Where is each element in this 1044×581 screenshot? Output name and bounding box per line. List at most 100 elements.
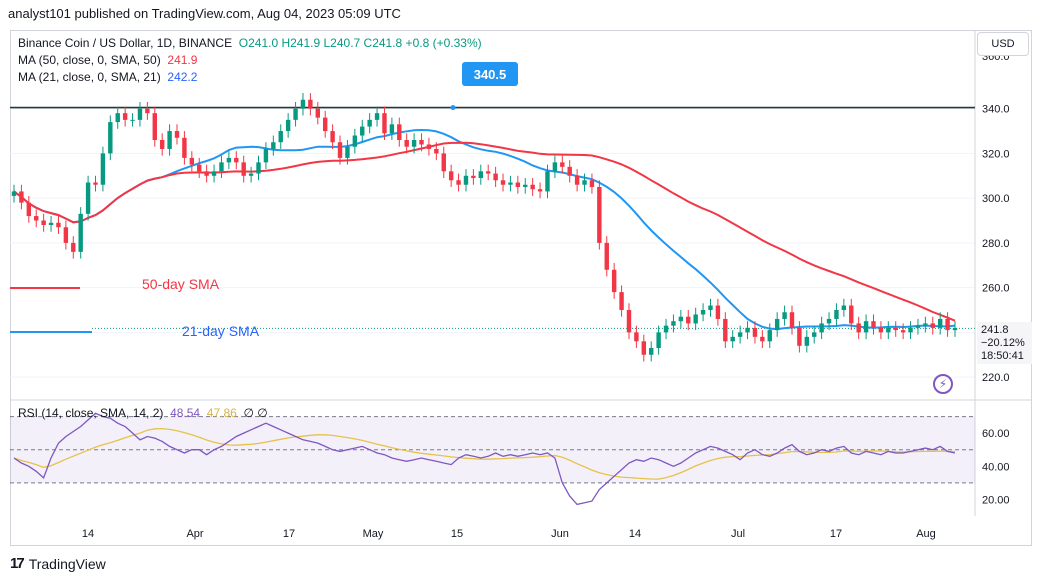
candle-body <box>100 153 106 185</box>
candle-body <box>271 142 276 149</box>
candle-body <box>663 325 669 333</box>
candle-body <box>856 323 861 333</box>
price-tick-label: 300.0 <box>982 193 1010 205</box>
candle-body <box>619 292 624 310</box>
moving-averages <box>13 128 956 331</box>
candle-body <box>167 131 172 149</box>
candle-body <box>923 323 928 326</box>
candle-body <box>285 119 291 132</box>
logo-text: TradingView <box>28 555 106 572</box>
candle-body <box>767 330 772 342</box>
candle-body <box>611 269 617 293</box>
rsi-value: 48.54 <box>170 406 201 420</box>
time-tick-label: Apr <box>186 528 203 540</box>
candle-body <box>322 117 328 132</box>
candle-body <box>337 142 343 158</box>
time-tick-label: 15 <box>451 528 463 540</box>
candle-body <box>841 305 847 310</box>
candle-body <box>34 216 39 221</box>
candle-body <box>404 140 409 147</box>
candle-body <box>530 184 535 190</box>
rsi-ma-value: 47.86 <box>206 406 237 420</box>
candle-body <box>678 316 684 322</box>
tradingview-logo[interactable]: 17 TradingView <box>10 555 106 572</box>
candle-body <box>219 162 224 172</box>
bar-timer: 18:50:41 <box>981 350 1024 362</box>
rsi-tick-label: 60.00 <box>982 428 1010 440</box>
candle-body <box>574 175 580 185</box>
candle-body <box>211 171 217 176</box>
candle-body <box>737 332 743 337</box>
candle-body <box>604 242 609 270</box>
candle-body <box>130 119 135 121</box>
candle-body <box>900 330 906 333</box>
candle-body <box>367 119 372 127</box>
ma21-label: MA (21, close, 0, SMA, 21) <box>18 70 161 84</box>
price-tick-label: 320.0 <box>982 148 1010 160</box>
candle-body <box>419 140 424 145</box>
currency-button[interactable]: USD <box>977 32 1029 56</box>
candle-body <box>819 323 824 333</box>
candle-body <box>174 131 180 138</box>
candle-body <box>248 173 254 176</box>
time-tick-label: Jun <box>551 528 569 540</box>
candle-body <box>463 175 469 185</box>
candle-body <box>11 191 17 196</box>
last-change: −20.12% <box>981 337 1025 349</box>
candle-body <box>500 180 506 185</box>
candle-body <box>189 157 195 165</box>
candle-body <box>382 113 387 134</box>
candle-body <box>686 316 691 324</box>
legend-ma50-row: MA (50, close, 0, SMA, 50) 241.9 <box>18 53 197 67</box>
candle-body <box>589 180 595 187</box>
candlesticks <box>11 93 958 362</box>
time-tick-label: 14 <box>629 528 641 540</box>
candle-body <box>945 318 950 331</box>
candle-body <box>700 310 706 315</box>
ohlc-values: O241.0 H241.9 L240.7 C241.8 +0.8 (+0.33%… <box>238 36 482 50</box>
candle-body <box>523 184 528 187</box>
grid-lines <box>10 30 1032 516</box>
candle-body <box>448 171 454 181</box>
legend-rsi-row: RSI (14, close, SMA, 14, 2) 48.54 47.86 … <box>18 406 268 420</box>
candle-body <box>908 327 913 333</box>
candle-body <box>597 186 602 243</box>
candle-body <box>937 318 943 328</box>
ma50-value: 241.9 <box>167 53 198 67</box>
legend-ma21-row: MA (21, close, 0, SMA, 21) 242.2 <box>18 70 197 84</box>
candle-body <box>952 327 958 331</box>
candle-body <box>641 341 647 355</box>
candle-body <box>567 166 572 176</box>
legend-symbol-row: Binance Coin / US Dollar, 1D, BINANCE O2… <box>18 36 482 50</box>
tv-logo-icon: 17 <box>10 555 25 572</box>
candle-body <box>48 222 54 225</box>
price-tick-label: 260.0 <box>982 283 1010 295</box>
rsi-band <box>10 416 975 484</box>
candle-body <box>182 137 187 158</box>
candle-body <box>278 131 283 143</box>
lightning-icon[interactable]: ⚡ <box>933 374 953 394</box>
time-tick-label: Jul <box>731 528 745 540</box>
candle-body <box>671 321 676 326</box>
candle-body <box>789 312 795 328</box>
candle-body <box>871 321 876 328</box>
candle-body <box>915 325 921 328</box>
candle-body <box>234 157 239 163</box>
candle-body <box>715 305 721 319</box>
candle-body <box>930 323 935 328</box>
candle-body <box>478 171 484 179</box>
candle-body <box>85 182 91 214</box>
rsi-tick-label: 40.00 <box>982 461 1010 473</box>
candle-body <box>56 222 61 228</box>
candle-body <box>826 318 832 324</box>
candle-body <box>797 327 802 346</box>
candle-body <box>315 108 320 118</box>
candle-body <box>115 113 120 123</box>
candle-body <box>41 220 46 225</box>
candle-body <box>411 140 417 147</box>
candle-body <box>19 191 24 203</box>
candle-body <box>137 108 143 120</box>
candle-body <box>330 131 335 143</box>
candle-body <box>345 146 350 158</box>
